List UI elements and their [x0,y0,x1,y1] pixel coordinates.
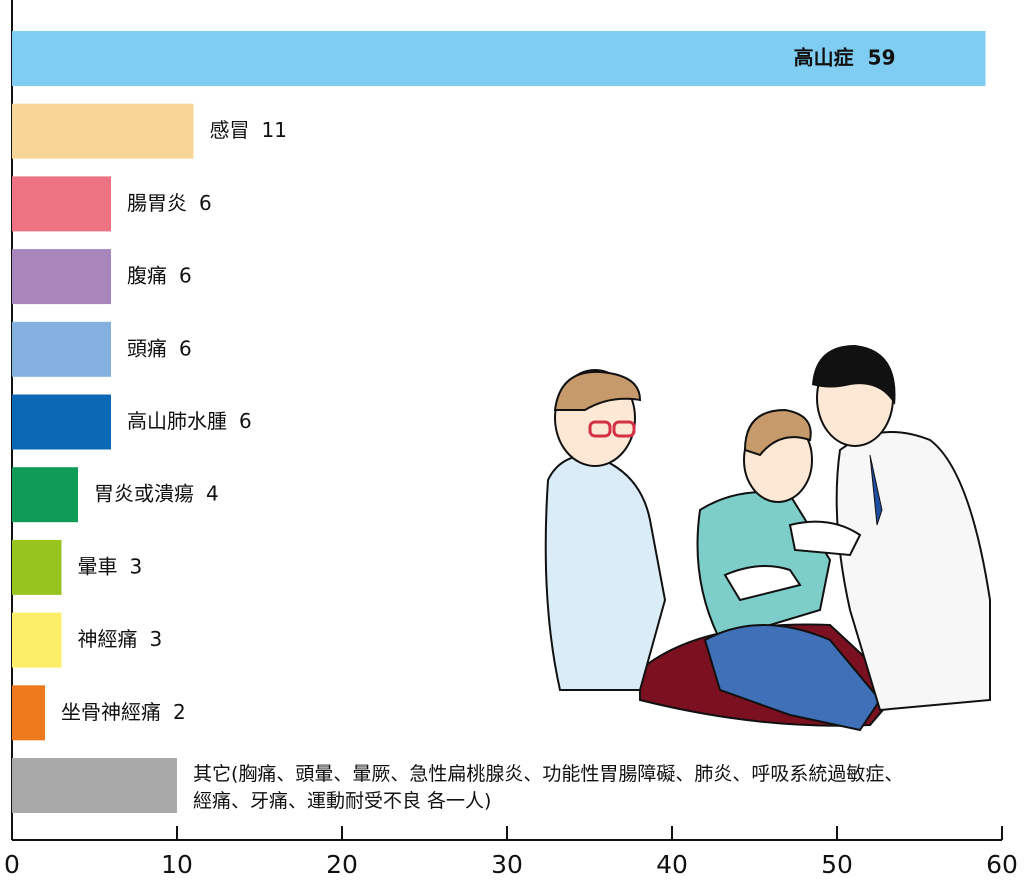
bar [12,176,111,231]
value-label: 3 [150,627,163,651]
category-label: 其它(胸痛、頭暈、暈厥、急性扁桃腺炎、功能性胃腸障礙、肺炎、呼吸系統過敏症、經痛… [193,761,913,815]
x-tick-label: 30 [491,850,523,879]
bar [12,467,78,522]
category-label: 胃炎或潰瘍 [94,481,194,505]
value-label: 2 [173,699,186,723]
bar-label: 腹痛 6 [127,263,192,287]
bar [12,322,111,377]
bar-label: 腸胃炎 6 [127,190,212,214]
x-tick-label: 50 [821,850,853,879]
value-label: 6 [179,263,192,287]
category-label: 頭痛 [127,336,167,360]
bar [12,104,194,159]
bar-label: 神經痛 3 [78,627,163,651]
bar-label: 暈車 3 [78,554,143,578]
category-label: 坐骨神經痛 [61,699,161,723]
bar-label: 坐骨神經痛 2 [61,699,186,723]
bar-label: 高山肺水腫 6 [127,409,252,433]
x-tick-label: 10 [161,850,193,879]
category-label: 高山症 [794,45,854,69]
bar [12,249,111,304]
bar [12,613,62,668]
category-label: 腹痛 [127,263,167,287]
bar [12,395,111,450]
value-label: 3 [130,554,143,578]
value-label: 6 [179,336,192,360]
category-label: 腸胃炎 [127,190,187,214]
value-label: 6 [239,409,252,433]
x-tick-label: 40 [656,850,688,879]
x-tick-label: 20 [326,850,358,879]
bar-label: 胃炎或潰瘍 4 [94,481,219,505]
category-label: 暈車 [78,554,118,578]
x-tick-label: 60 [986,850,1018,879]
bar-label: 其它(胸痛、頭暈、暈厥、急性扁桃腺炎、功能性胃腸障礙、肺炎、呼吸系統過敏症、經痛… [193,761,913,821]
category-label: 感冒 [210,118,250,142]
chart: 0 10 20 30 40 50 60 高山症 59 感冒 11 腸胃炎 6 腹痛 6 頭痛 6 高山肺水腫 6 胃炎… [0,0,1028,889]
value-label: 11 [262,118,287,142]
bar [12,758,177,813]
bar-label: 感冒 11 [210,118,287,142]
category-label: 神經痛 [78,627,138,651]
bar-label: 頭痛 6 [127,336,192,360]
x-tick-label: 0 [4,850,20,879]
value-label: 4 [206,481,219,505]
category-label: 高山肺水腫 [127,409,227,433]
value-label: 6 [199,190,212,214]
bar [12,540,62,595]
bar-label: 高山症 59 [794,45,896,69]
bar [12,685,45,740]
illustration [546,345,990,730]
value-label: 59 [868,45,896,69]
